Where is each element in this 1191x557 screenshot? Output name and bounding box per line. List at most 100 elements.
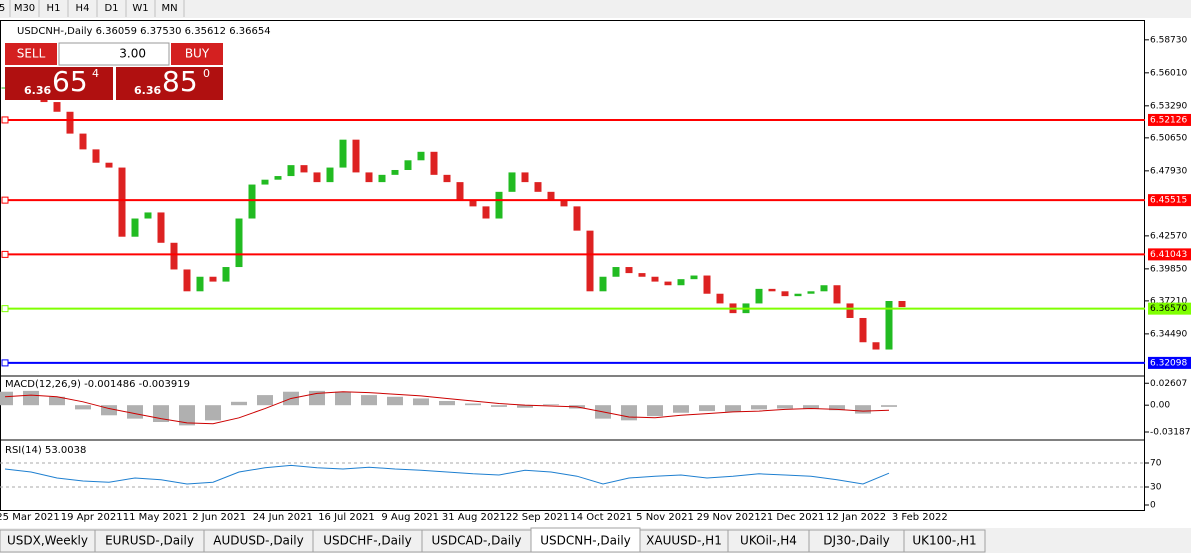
y-tick-label: 0.02607: [1150, 379, 1187, 389]
tab-label[interactable]: AUDUSD-,Daily: [213, 534, 303, 548]
level-tag: [1148, 194, 1191, 207]
candle: [534, 182, 542, 192]
timeframe[interactable]: 5: [0, 3, 5, 14]
candle: [196, 276, 204, 292]
y-tick-label: 0: [1150, 501, 1156, 511]
timeframe[interactable]: D1: [104, 3, 118, 14]
tab[interactable]: [530, 527, 641, 553]
y-tick-label: 6.47930: [1150, 166, 1187, 176]
x-tick-label: 29 Nov 2021: [697, 512, 761, 523]
candle: [456, 182, 464, 201]
candle: [105, 162, 113, 168]
timeframe[interactable]: W1: [132, 3, 148, 14]
lot-field[interactable]: [58, 42, 170, 66]
level-label: 6.52126: [1150, 115, 1187, 125]
candle: [326, 167, 334, 183]
x-tick-label: 19 Apr 2021: [61, 512, 123, 523]
tab-label[interactable]: UK100-,H1: [912, 534, 976, 548]
tab-label[interactable]: USDCAD-,Daily: [432, 534, 522, 548]
x-tick-label: 31 Aug 2021: [442, 512, 506, 523]
macd-title: MACD(12,26,9) -0.001486 -0.003919: [5, 379, 190, 390]
level-handle: [1, 250, 9, 258]
macd-bar: [465, 403, 481, 406]
buy-label[interactable]: BUY: [185, 47, 210, 61]
tabs: USDX,Weekly EURUSD-,Daily AUDUSD-,Daily USD…: [0, 527, 986, 553]
y-tick-label: 70: [1150, 459, 1162, 469]
sell-price-box[interactable]: [5, 67, 113, 100]
y-tick-label: 6.39850: [1150, 264, 1187, 274]
candle: [66, 111, 74, 134]
buy-price-box[interactable]: [116, 67, 223, 100]
candle: [690, 275, 698, 280]
macd-bar: [517, 405, 533, 408]
macd-bar: [439, 400, 455, 406]
tab-label[interactable]: UKOil-,H4: [740, 534, 797, 548]
buy-price-small: 6.36: [134, 84, 161, 97]
tab-label[interactable]: USDX,Weekly: [7, 534, 88, 548]
candle: [352, 139, 360, 173]
candle: [898, 301, 906, 308]
macd-bar: [543, 404, 559, 406]
macd-bar: [179, 405, 195, 426]
level-handle: [1, 305, 9, 313]
candle: [183, 269, 191, 292]
y-tick-label: 6.34490: [1150, 329, 1187, 339]
candle: [885, 301, 893, 350]
macd-bar: [855, 405, 871, 414]
buy-button[interactable]: [171, 43, 223, 65]
candle: [157, 212, 165, 243]
tab-label[interactable]: EURUSD-,Daily: [105, 534, 194, 548]
x-tick-label: 16 Jul 2021: [318, 512, 375, 523]
y-tick-label: 30: [1150, 483, 1162, 493]
macd-bar: [335, 391, 351, 406]
x-tick-label: 12 Jan 2022: [826, 512, 886, 523]
tab-label[interactable]: XAUUSD-,H1: [646, 534, 722, 548]
candle: [768, 288, 776, 292]
candle: [755, 288, 763, 304]
candle: [430, 151, 438, 175]
macd-bar: [777, 405, 793, 409]
rsi-title: RSI(14) 53.0038: [5, 445, 86, 456]
tab-label[interactable]: USDCNH-,Daily: [540, 534, 631, 548]
candle: [79, 133, 87, 150]
macd-bar: [49, 396, 65, 406]
candle: [638, 273, 646, 277]
timeframe[interactable]: M30: [14, 3, 35, 14]
level-handle: [1, 196, 9, 204]
sell-price-big: 65: [52, 65, 88, 98]
x-tick-label: 5 Nov 2021: [636, 512, 694, 523]
x-tick-label: 14 Oct 2021: [570, 512, 632, 523]
sell-label[interactable]: SELL: [17, 47, 46, 61]
candle: [378, 174, 386, 183]
macd-bar: [23, 390, 39, 406]
timeframe[interactable]: H1: [47, 3, 61, 14]
timeframe[interactable]: MN: [161, 3, 177, 14]
candle: [599, 276, 607, 292]
candle: [677, 279, 685, 286]
trade-panel: SELL 3.00 BUY 6.36 65 4 6.36 85 0: [5, 42, 223, 100]
y-tick-label: 6.53290: [1150, 101, 1187, 111]
candle: [495, 191, 503, 219]
x-tick-label: 25 Mar 2021: [0, 512, 60, 523]
x-tick-label: 3 Feb 2022: [892, 512, 948, 523]
lot-value[interactable]: 3.00: [119, 47, 146, 61]
timeframe[interactable]: H4: [76, 3, 90, 14]
sell-button[interactable]: [5, 43, 57, 65]
y-tick-label: 6.37210: [1150, 296, 1187, 306]
toolbar: [0, 0, 1191, 18]
buy-price-sup: 0: [203, 67, 210, 80]
tab-label[interactable]: DJ30-,Daily: [823, 534, 890, 548]
candle: [664, 281, 672, 286]
tab[interactable]: [903, 529, 986, 553]
candle: [170, 242, 178, 270]
signal-line: [4, 391, 890, 425]
macd-bar: [127, 405, 143, 419]
candle: [625, 267, 633, 274]
candle: [365, 172, 373, 183]
candle: [391, 169, 399, 175]
tab-label[interactable]: USDCHF-,Daily: [323, 534, 411, 548]
candle: [443, 174, 451, 183]
candle: [300, 165, 308, 173]
chart-title: USDCNH-,Daily 6.36059 6.37530 6.35612 6.…: [17, 26, 271, 37]
candle: [560, 200, 568, 207]
